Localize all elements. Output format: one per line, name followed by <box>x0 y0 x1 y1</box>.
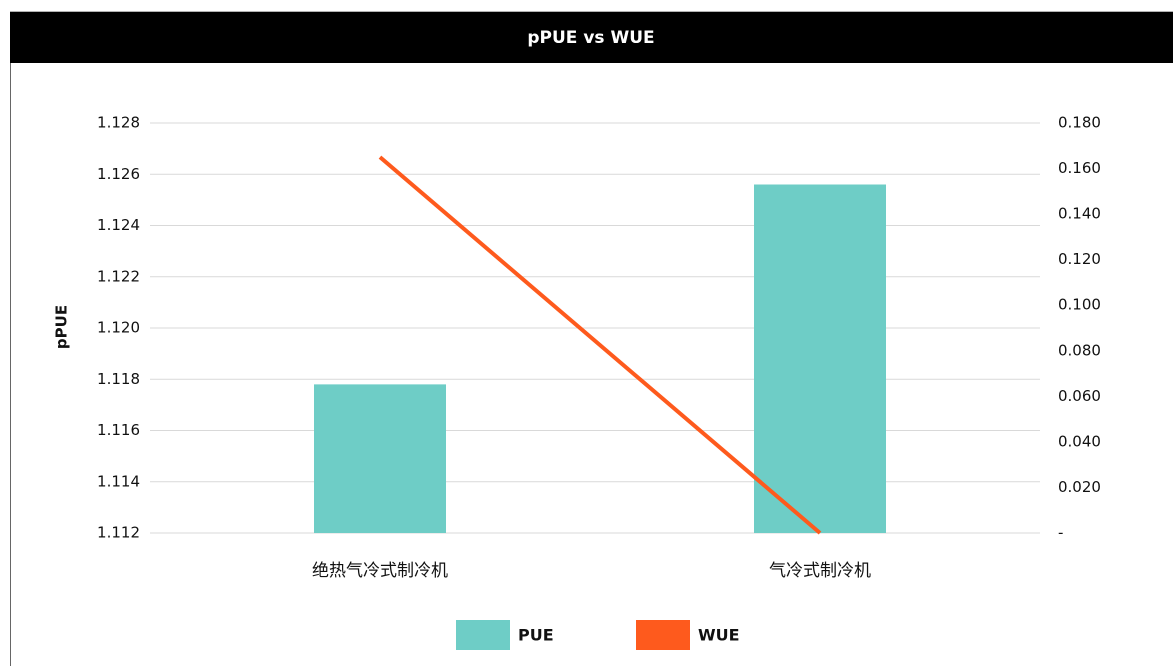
chart-title: pPUE vs WUE <box>527 28 654 48</box>
x-tick-label: 绝热气冷式制冷机 <box>312 561 448 581</box>
bar <box>754 184 886 533</box>
y2-tick-label: 0.180 <box>1058 114 1101 132</box>
y2-tick-label: 0.160 <box>1058 159 1101 177</box>
y2-tick-label: 0.040 <box>1058 432 1101 450</box>
y-tick-label: 1.116 <box>97 421 140 439</box>
legend-swatch <box>636 620 690 650</box>
line <box>378 155 822 535</box>
y2-tick-label: 0.120 <box>1058 250 1101 268</box>
y2-tick-label: 0.080 <box>1058 341 1101 359</box>
y2-tick-label: 0.020 <box>1058 478 1101 496</box>
y-tick-label: 1.120 <box>97 319 140 337</box>
title-bar <box>10 12 1173 63</box>
x-tick-label: 气冷式制冷机 <box>769 561 871 581</box>
y2-tick-label: - <box>1058 524 1063 542</box>
y-tick-label: 1.112 <box>97 524 140 542</box>
legend-label: WUE <box>698 626 740 645</box>
y-tick-label: 1.118 <box>97 370 140 388</box>
y-tick-label: 1.114 <box>97 472 140 490</box>
bar <box>314 384 446 533</box>
y2-tick-label: 0.060 <box>1058 387 1101 405</box>
y-axis-label: pPUE <box>53 305 71 349</box>
y-tick-label: 1.122 <box>97 267 140 285</box>
y2-tick-label: 0.100 <box>1058 296 1101 314</box>
y-tick-label: 1.126 <box>97 165 140 183</box>
legend-label: PUE <box>518 626 554 645</box>
y-tick-label: 1.124 <box>97 216 140 234</box>
legend-swatch <box>456 620 510 650</box>
y2-tick-label: 0.140 <box>1058 205 1101 223</box>
y-tick-label: 1.128 <box>97 114 140 132</box>
